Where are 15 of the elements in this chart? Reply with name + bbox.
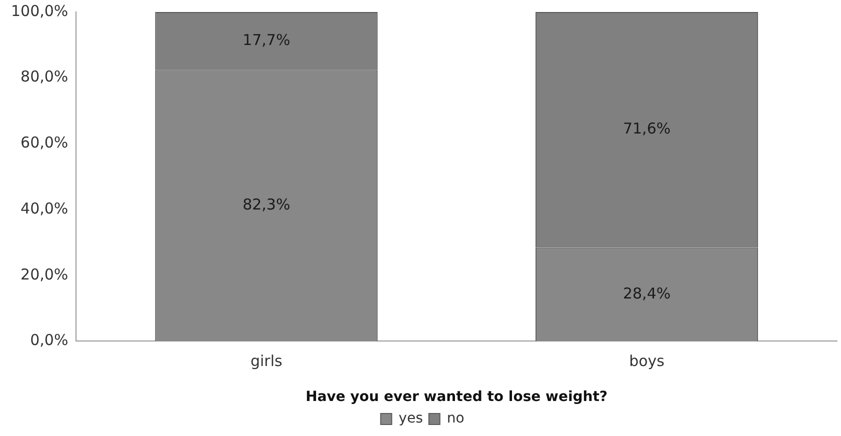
x-axis-title: Have you ever wanted to lose weight? [306, 389, 608, 406]
y-tick-label: 100,0% [10, 2, 68, 20]
legend-label: no [446, 410, 464, 427]
data-label: 28,4% [622, 284, 671, 302]
y-tick-label: 80,0% [20, 68, 68, 86]
y-tick-label: 20,0% [20, 265, 68, 284]
data-label: 71,6% [622, 120, 671, 138]
y-tick-label: 60,0% [20, 134, 68, 152]
x-tick-label: boys [629, 352, 665, 370]
x-tick-label: girls [250, 352, 282, 370]
data-label: 82,3% [242, 196, 290, 214]
y-tick-label: 40,0% [20, 199, 68, 218]
y-tick-label: 0,0% [30, 331, 68, 350]
legend-label: yes [398, 410, 423, 427]
data-label: 17,7% [242, 31, 290, 50]
